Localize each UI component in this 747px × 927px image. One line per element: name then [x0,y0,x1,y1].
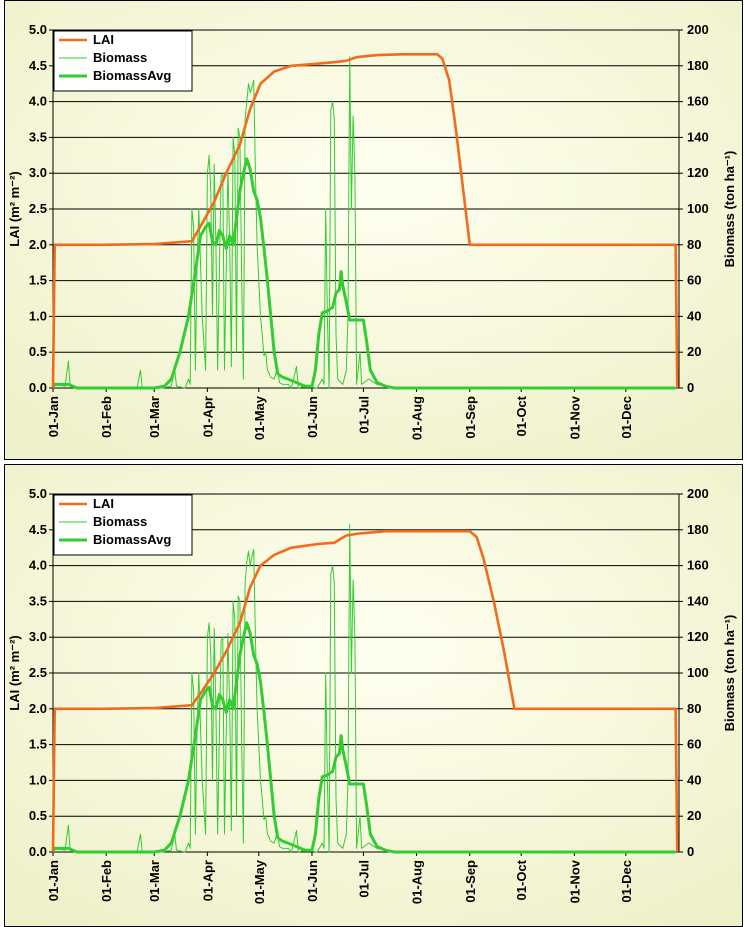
y2-tick-label: 80 [687,237,701,252]
x-tick-label: 01-May [252,859,267,904]
legend-label-biomassavg: BiomassAvg [93,68,171,83]
y1-tick-label: 4.0 [29,94,47,109]
x-tick-label: 01-Jun [305,860,320,902]
y1-tick-label: 3.0 [29,165,47,180]
y2-tick-label: 120 [687,629,709,644]
y1-axis-title: LAI (m² m⁻²) [7,171,22,246]
y1-tick-label: 4.5 [29,58,47,73]
y1-tick-label: 0.0 [29,380,47,395]
y1-tick-label: 3.5 [29,593,47,608]
y2-tick-label: 100 [687,201,709,216]
x-tick-label: 01-Feb [99,860,114,902]
y2-tick-label: 60 [687,273,701,288]
x-tick-label: 01-Feb [99,396,114,438]
x-tick-label: 01-Jun [305,396,320,438]
x-tick-label: 01-May [252,395,267,440]
legend-label-biomass: Biomass [93,50,147,65]
y1-axis-title: LAI (m² m⁻²) [7,635,22,710]
y1-tick-label: 1.0 [29,772,47,787]
y2-tick-label: 80 [687,701,701,716]
x-tick-label: 01-Jul [356,860,371,898]
y1-tick-label: 1.5 [29,273,47,288]
legend-label-lai: LAI [93,496,114,511]
series-line-biomassavg [53,621,676,854]
x-tick-label: 01-Aug [410,396,425,440]
x-tick-label: 01-Aug [410,860,425,904]
y2-tick-label: 180 [687,58,709,73]
legend-label-biomassavg: BiomassAvg [93,532,171,547]
y1-tick-label: 2.0 [29,237,47,252]
chart-panel-top: 0.0 0.5 1.0 1.5 2.0 2.5 3.0 3.5 4.0 4.5 5.0 0 20 40 60… [4,0,743,460]
y2-axis-title: Biomass (ton ha⁻¹) [722,615,737,732]
series-line-lai [51,53,679,389]
x-tick-label: 01-Oct [514,395,529,436]
x-tick-label: 01-Mar [147,396,162,438]
x-tick-label: 01-Apr [200,860,215,901]
y2-tick-label: 140 [687,129,709,144]
series-line-biomassavg [53,157,676,390]
y1-tick-label: 4.0 [29,558,47,573]
y2-tick-label: 60 [687,737,701,752]
y2-tick-label: 160 [687,558,709,573]
y1-tick-label: 1.0 [29,308,47,323]
y2-tick-label: 40 [687,772,701,787]
y2-tick-label: 200 [687,22,709,37]
x-tick-label: 01-Oct [514,859,529,900]
legend: LAI Biomass BiomassAvg [53,30,193,92]
y1-tick-label: 1.5 [29,737,47,752]
series-line-lai [51,529,679,853]
legend-label-biomass: Biomass [93,514,147,529]
y2-tick-label: 40 [687,308,701,323]
x-tick-label: 01-Nov [567,395,582,439]
x-tick-label: 01-Apr [200,396,215,437]
y2-tick-label: 120 [687,165,709,180]
x-tick-label: 01-Sep [463,860,478,903]
y1-tick-label: 0.5 [29,344,47,359]
y2-tick-label: 200 [687,486,709,501]
chart-panel-bottom: 0.0 0.5 1.0 1.5 2.0 2.5 3.0 3.5 4.0 4.5 5.0 0 20 40 60… [4,464,743,927]
x-tick-label: 01-Nov [567,859,582,903]
legend-label-lai: LAI [93,32,114,47]
y2-tick-label: 160 [687,94,709,109]
y1-tick-label: 2.0 [29,701,47,716]
y2-axis-title: Biomass (ton ha⁻¹) [722,151,737,268]
chart-svg-top: 0.0 0.5 1.0 1.5 2.0 2.5 3.0 3.5 4.0 4.5 5.0 0 20 40 60… [5,1,742,459]
y1-tick-label: 4.5 [29,522,47,537]
y2-tick-label: 180 [687,522,709,537]
x-tick-label: 01-Jan [46,396,61,437]
y1-tick-label: 3.0 [29,629,47,644]
y2-tick-label: 100 [687,665,709,680]
y2-tick-label: 20 [687,808,701,823]
y1-tick-label: 5.0 [29,22,47,37]
y2-tick-label: 0 [687,380,694,395]
y2-tick-label: 20 [687,344,701,359]
x-tick-label: 01-Dec [619,396,634,439]
y2-tick-label: 0 [687,844,694,859]
y1-tick-label: 5.0 [29,486,47,501]
y1-tick-label: 0.0 [29,844,47,859]
x-tick-label: 01-Jul [356,396,371,434]
chart-svg-bottom: 0.0 0.5 1.0 1.5 2.0 2.5 3.0 3.5 4.0 4.5 5.0 0 20 40 60… [5,465,742,926]
y1-tick-label: 3.5 [29,129,47,144]
x-tick-label: 01-Jan [46,860,61,901]
y1-tick-label: 0.5 [29,808,47,823]
y2-tick-label: 140 [687,593,709,608]
x-tick-label: 01-Mar [147,860,162,902]
legend: LAI Biomass BiomassAvg [53,494,193,556]
y1-tick-label: 2.5 [29,201,47,216]
x-tick-label: 01-Dec [619,860,634,903]
x-tick-label: 01-Sep [463,396,478,439]
y1-tick-label: 2.5 [29,665,47,680]
